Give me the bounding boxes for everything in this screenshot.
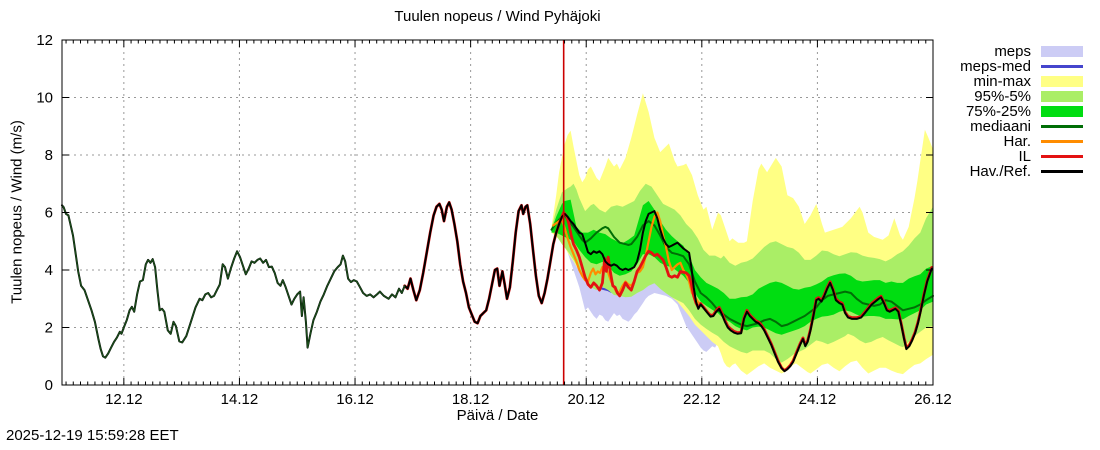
legend-item-meps: meps bbox=[960, 44, 1083, 59]
y-tick-label: 2 bbox=[45, 320, 53, 337]
legend-label: Hav./Ref. bbox=[969, 163, 1031, 180]
legend: meps meps-med min-max 95%-5% 75%-25% mediaani… bbox=[960, 44, 1083, 179]
x-tick-label: 24.12 bbox=[799, 391, 837, 408]
legend-label: min-max bbox=[973, 73, 1031, 90]
legend-label: mediaani bbox=[970, 118, 1031, 135]
legend-item-95-5-: 95%-5% bbox=[960, 89, 1083, 104]
legend-swatch-band bbox=[1041, 76, 1083, 87]
y-tick-label: 10 bbox=[36, 90, 53, 107]
timestamp: 2025-12-19 15:59:28 EET bbox=[6, 427, 179, 444]
y-tick-label: 8 bbox=[45, 147, 53, 164]
x-tick-label: 22.12 bbox=[683, 391, 721, 408]
legend-swatch-band bbox=[1041, 46, 1083, 57]
x-tick-label: 12.12 bbox=[105, 391, 143, 408]
legend-swatch-line bbox=[1041, 155, 1083, 158]
y-tick-label: 6 bbox=[45, 205, 53, 222]
legend-swatch-line bbox=[1041, 170, 1083, 173]
obs-history-tint bbox=[61, 204, 406, 359]
legend-swatch-band bbox=[1041, 91, 1083, 102]
y-tick-label: 4 bbox=[45, 262, 53, 279]
x-tick-label: 20.12 bbox=[567, 391, 605, 408]
legend-label: 75%-25% bbox=[965, 103, 1031, 120]
legend-item-mediaani: mediaani bbox=[960, 119, 1083, 134]
chart-title: Tuulen nopeus / Wind Pyhäjoki bbox=[394, 8, 601, 25]
legend-label: meps-med bbox=[960, 58, 1031, 75]
y-tick-label: 0 bbox=[45, 377, 53, 394]
x-axis-label: Päivä / Date bbox=[456, 407, 539, 424]
y-tick-label: 12 bbox=[36, 32, 53, 49]
legend-item-meps-med: meps-med bbox=[960, 59, 1083, 74]
legend-item-hav-ref-: Hav./Ref. bbox=[960, 164, 1083, 179]
legend-swatch-line bbox=[1041, 140, 1083, 143]
legend-item-il: IL bbox=[960, 149, 1083, 164]
x-tick-label: 16.12 bbox=[336, 391, 374, 408]
legend-item-har-: Har. bbox=[960, 134, 1083, 149]
legend-swatch-band bbox=[1041, 106, 1083, 117]
legend-label: meps bbox=[994, 43, 1031, 60]
x-tick-label: 14.12 bbox=[221, 391, 259, 408]
mediaani bbox=[550, 214, 934, 328]
har bbox=[552, 211, 708, 312]
y-axis-label: Tuulen nopeus / Wind (m/s) bbox=[8, 120, 26, 304]
legend-label: Har. bbox=[1003, 133, 1031, 150]
legend-swatch-line bbox=[1041, 65, 1083, 68]
legend-item-min-max: min-max bbox=[960, 74, 1083, 89]
x-tick-label: 18.12 bbox=[452, 391, 490, 408]
legend-swatch-line bbox=[1041, 125, 1083, 128]
x-tick-label: 26.12 bbox=[914, 391, 952, 408]
legend-label: 95%-5% bbox=[974, 88, 1031, 105]
legend-item-75-25-: 75%-25% bbox=[960, 104, 1083, 119]
legend-label: IL bbox=[1018, 148, 1031, 165]
